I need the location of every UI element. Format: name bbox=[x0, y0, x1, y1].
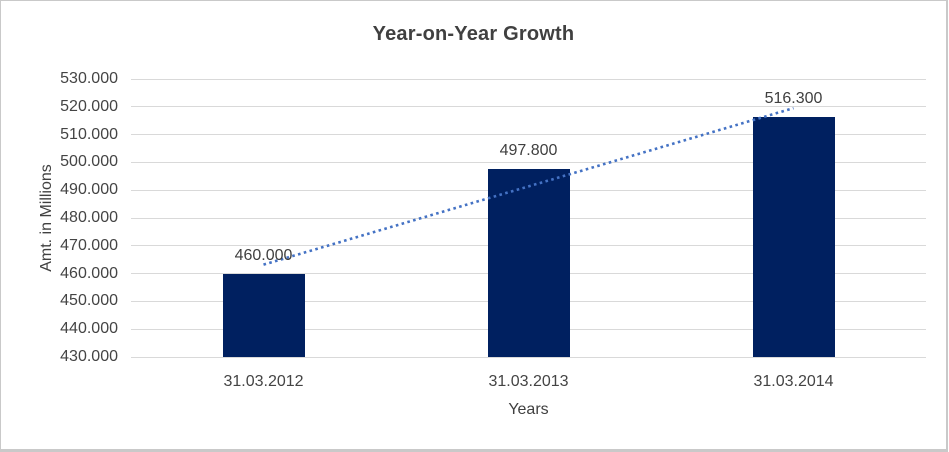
y-tick-label: 440.000 bbox=[60, 320, 118, 338]
y-tick-label: 480.000 bbox=[60, 209, 118, 226]
gridline bbox=[131, 78, 926, 80]
y-tick-label: 430.000 bbox=[60, 348, 118, 365]
gridline bbox=[131, 134, 926, 136]
gridline bbox=[131, 356, 926, 358]
x-tick-label: 31.03.2013 bbox=[488, 373, 569, 390]
data-label: 497.800 bbox=[499, 141, 558, 159]
bar-31.03.2012 bbox=[222, 273, 305, 357]
gridline bbox=[131, 161, 926, 163]
y-tick-label: 520.000 bbox=[60, 97, 118, 115]
data-label: 460.000 bbox=[234, 246, 293, 264]
y-tick-label: 500.000 bbox=[60, 153, 118, 171]
plot-area bbox=[131, 78, 926, 358]
x-axis-title: Years bbox=[508, 401, 549, 418]
y-tick-label: 490.000 bbox=[60, 181, 118, 199]
y-tick-label: 470.000 bbox=[60, 236, 118, 254]
x-tick-label: 31.03.2014 bbox=[753, 373, 834, 390]
y-tick-label: 460.000 bbox=[60, 264, 118, 282]
y-tick-label: 450.000 bbox=[60, 292, 118, 310]
chart-title: Year-on-Year Growth bbox=[372, 23, 575, 45]
y-tick-label: 510.000 bbox=[60, 125, 118, 143]
x-tick-label: 31.03.2012 bbox=[223, 373, 304, 390]
trendline-path bbox=[263, 106, 794, 266]
data-label: 516.300 bbox=[764, 90, 823, 108]
trendline bbox=[263, 106, 794, 266]
gridline bbox=[131, 106, 926, 108]
bar-31.03.2014 bbox=[752, 117, 835, 357]
y-tick-label: 530.000 bbox=[60, 70, 118, 87]
bar-31.03.2013 bbox=[487, 168, 570, 357]
